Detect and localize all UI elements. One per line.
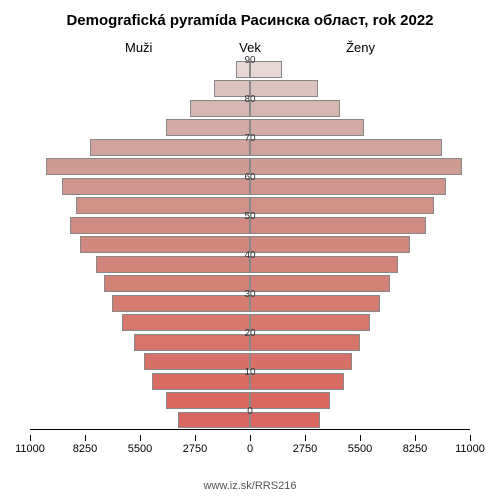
chart-title: Demografická pyramída Расинска област, r…: [0, 12, 500, 29]
bar-male: [90, 139, 250, 156]
bar-female: [250, 256, 398, 273]
x-tick-label: 2750: [293, 443, 317, 455]
bars-container: 0102030405060708090: [30, 60, 470, 429]
bar-male: [104, 275, 250, 292]
bar-female: [250, 197, 434, 214]
bar-male: [46, 158, 250, 175]
bar-male: [112, 295, 250, 312]
bar-male: [70, 217, 250, 234]
x-tick: [360, 435, 361, 441]
bar-female: [250, 236, 410, 253]
x-tick-label: 8250: [73, 443, 97, 455]
y-tick-label: 20: [238, 328, 262, 339]
plot-area: 0102030405060708090: [30, 60, 470, 430]
y-tick-label: 70: [238, 133, 262, 144]
x-tick-label: 11000: [15, 443, 45, 455]
label-age: Vek: [0, 40, 500, 55]
x-tick: [195, 435, 196, 441]
bar-female: [250, 353, 352, 370]
bar-male: [134, 334, 250, 351]
bar-female: [250, 178, 446, 195]
pyramid-chart: Demografická pyramída Расинска област, r…: [0, 0, 500, 500]
x-tick: [470, 435, 471, 441]
bar-female: [250, 373, 344, 390]
x-tick: [415, 435, 416, 441]
x-tick-label: 5500: [348, 443, 372, 455]
bar-female: [250, 158, 462, 175]
bar-male: [144, 353, 250, 370]
y-tick-label: 40: [238, 250, 262, 261]
x-axis: 11000825055002750027505500825011000: [30, 435, 470, 455]
bar-male: [152, 373, 250, 390]
bar-female: [250, 139, 442, 156]
bar-female: [250, 334, 360, 351]
bar-male: [76, 197, 250, 214]
x-tick: [140, 435, 141, 441]
x-tick-label: 11000: [455, 443, 485, 455]
x-tick-label: 5500: [128, 443, 152, 455]
x-tick: [250, 435, 251, 441]
bar-female: [250, 314, 370, 331]
x-tick-label: 2750: [183, 443, 207, 455]
x-tick: [30, 435, 31, 441]
bar-male: [96, 256, 250, 273]
bar-female: [250, 100, 340, 117]
y-tick-label: 10: [238, 367, 262, 378]
y-tick-label: 80: [238, 94, 262, 105]
bar-female: [250, 275, 390, 292]
label-female: Ženy: [346, 40, 375, 55]
y-tick-label: 90: [238, 55, 262, 66]
bar-female: [250, 217, 426, 234]
y-tick-label: 50: [238, 211, 262, 222]
y-tick-label: 0: [238, 406, 262, 417]
bar-male: [122, 314, 250, 331]
bar-female: [250, 295, 380, 312]
x-tick-label: 8250: [403, 443, 427, 455]
x-tick: [305, 435, 306, 441]
x-tick-label: 0: [247, 443, 253, 455]
bar-male: [62, 178, 250, 195]
bar-female: [250, 119, 364, 136]
y-tick-label: 30: [238, 289, 262, 300]
y-tick-label: 60: [238, 172, 262, 183]
bar-male: [80, 236, 250, 253]
footer-url: www.iz.sk/RRS216: [0, 480, 500, 492]
x-tick: [85, 435, 86, 441]
bar-female: [250, 392, 330, 409]
